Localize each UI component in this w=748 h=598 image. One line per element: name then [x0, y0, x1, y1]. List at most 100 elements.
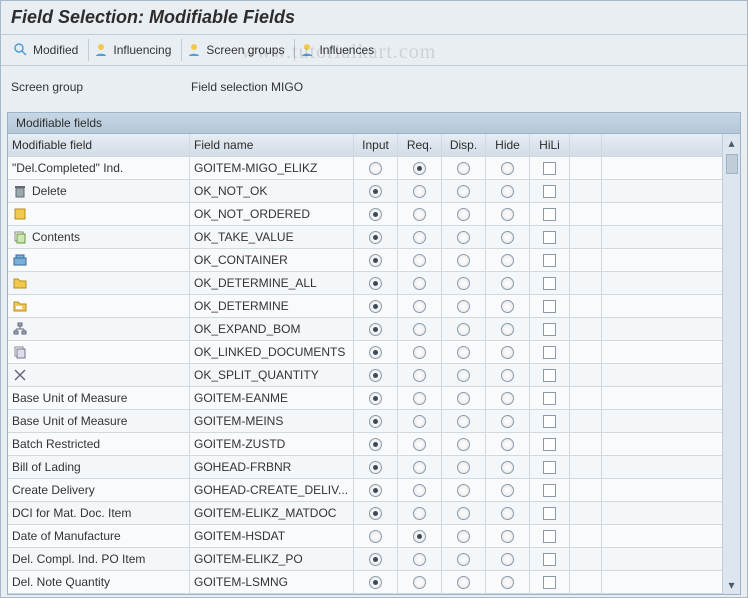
radio-hide[interactable]	[501, 208, 514, 221]
radio-disp[interactable]	[457, 576, 470, 589]
toolbar-influencing-button[interactable]: Influencing	[89, 39, 182, 61]
radio-hide[interactable]	[501, 369, 514, 382]
radio-input[interactable]	[369, 346, 382, 359]
radio-disp[interactable]	[457, 162, 470, 175]
col-req[interactable]: Req.	[398, 134, 442, 156]
radio-req[interactable]	[413, 254, 426, 267]
checkbox-hili[interactable]	[543, 231, 556, 244]
toolbar-influences-button[interactable]: Influences	[295, 39, 384, 61]
radio-hide[interactable]	[501, 507, 514, 520]
radio-input[interactable]	[369, 162, 382, 175]
radio-req[interactable]	[413, 162, 426, 175]
checkbox-hili[interactable]	[543, 369, 556, 382]
radio-req[interactable]	[413, 392, 426, 405]
radio-req[interactable]	[413, 185, 426, 198]
table-row[interactable]: DCI for Mat. Doc. ItemGOITEM-ELIKZ_MATDO…	[8, 502, 722, 525]
radio-input[interactable]	[369, 415, 382, 428]
toolbar-modified-button[interactable]: Modified	[9, 39, 89, 61]
table-row[interactable]: Date of ManufactureGOITEM-HSDAT	[8, 525, 722, 548]
radio-disp[interactable]	[457, 438, 470, 451]
radio-input[interactable]	[369, 231, 382, 244]
table-row[interactable]: Base Unit of MeasureGOITEM-EANME	[8, 387, 722, 410]
radio-hide[interactable]	[501, 323, 514, 336]
checkbox-hili[interactable]	[543, 254, 556, 267]
radio-input[interactable]	[369, 484, 382, 497]
checkbox-hili[interactable]	[543, 438, 556, 451]
radio-hide[interactable]	[501, 484, 514, 497]
col-hide[interactable]: Hide	[486, 134, 530, 156]
checkbox-hili[interactable]	[543, 392, 556, 405]
radio-req[interactable]	[413, 461, 426, 474]
radio-hide[interactable]	[501, 576, 514, 589]
checkbox-hili[interactable]	[543, 415, 556, 428]
radio-req[interactable]	[413, 300, 426, 313]
checkbox-hili[interactable]	[543, 461, 556, 474]
radio-disp[interactable]	[457, 254, 470, 267]
radio-disp[interactable]	[457, 369, 470, 382]
radio-disp[interactable]	[457, 461, 470, 474]
checkbox-hili[interactable]	[543, 507, 556, 520]
table-row[interactable]: Batch RestrictedGOITEM-ZUSTD	[8, 433, 722, 456]
radio-req[interactable]	[413, 208, 426, 221]
table-row[interactable]: Bill of LadingGOHEAD-FRBNR	[8, 456, 722, 479]
table-row[interactable]: Del. Compl. Ind. PO ItemGOITEM-ELIKZ_PO	[8, 548, 722, 571]
checkbox-hili[interactable]	[543, 277, 556, 290]
toolbar-screen-groups-button[interactable]: Screen groups	[182, 39, 295, 61]
radio-input[interactable]	[369, 530, 382, 543]
checkbox-hili[interactable]	[543, 300, 556, 313]
radio-disp[interactable]	[457, 231, 470, 244]
radio-input[interactable]	[369, 300, 382, 313]
radio-disp[interactable]	[457, 392, 470, 405]
scroll-up-arrow[interactable]: ▴	[726, 134, 738, 152]
table-row[interactable]: OK_CONTAINER	[8, 249, 722, 272]
radio-hide[interactable]	[501, 300, 514, 313]
radio-hide[interactable]	[501, 415, 514, 428]
col-hili[interactable]: HiLi	[530, 134, 570, 156]
radio-hide[interactable]	[501, 346, 514, 359]
radio-req[interactable]	[413, 484, 426, 497]
radio-disp[interactable]	[457, 507, 470, 520]
radio-input[interactable]	[369, 507, 382, 520]
radio-hide[interactable]	[501, 185, 514, 198]
radio-hide[interactable]	[501, 530, 514, 543]
radio-req[interactable]	[413, 277, 426, 290]
radio-disp[interactable]	[457, 185, 470, 198]
col-disp[interactable]: Disp.	[442, 134, 486, 156]
table-row[interactable]: OK_EXPAND_BOM	[8, 318, 722, 341]
col-name[interactable]: Field name	[190, 134, 354, 156]
radio-input[interactable]	[369, 208, 382, 221]
radio-req[interactable]	[413, 438, 426, 451]
radio-hide[interactable]	[501, 461, 514, 474]
checkbox-hili[interactable]	[543, 185, 556, 198]
radio-input[interactable]	[369, 392, 382, 405]
checkbox-hili[interactable]	[543, 208, 556, 221]
col-field[interactable]: Modifiable field	[8, 134, 190, 156]
col-input[interactable]: Input	[354, 134, 398, 156]
radio-hide[interactable]	[501, 231, 514, 244]
radio-hide[interactable]	[501, 438, 514, 451]
radio-input[interactable]	[369, 323, 382, 336]
radio-disp[interactable]	[457, 208, 470, 221]
checkbox-hili[interactable]	[543, 162, 556, 175]
checkbox-hili[interactable]	[543, 346, 556, 359]
radio-req[interactable]	[413, 415, 426, 428]
radio-input[interactable]	[369, 277, 382, 290]
table-row[interactable]: ContentsOK_TAKE_VALUE	[8, 226, 722, 249]
scroll-thumb[interactable]	[726, 154, 738, 174]
radio-disp[interactable]	[457, 346, 470, 359]
radio-input[interactable]	[369, 438, 382, 451]
checkbox-hili[interactable]	[543, 484, 556, 497]
table-row[interactable]: OK_DETERMINE_ALL	[8, 272, 722, 295]
radio-req[interactable]	[413, 323, 426, 336]
radio-hide[interactable]	[501, 553, 514, 566]
scroll-down-arrow[interactable]: ▾	[723, 576, 740, 594]
radio-req[interactable]	[413, 507, 426, 520]
table-row[interactable]: OK_DETERMINE	[8, 295, 722, 318]
radio-input[interactable]	[369, 185, 382, 198]
table-row[interactable]: OK_SPLIT_QUANTITY	[8, 364, 722, 387]
radio-disp[interactable]	[457, 484, 470, 497]
radio-disp[interactable]	[457, 530, 470, 543]
table-row[interactable]: Base Unit of MeasureGOITEM-MEINS	[8, 410, 722, 433]
table-row[interactable]: OK_NOT_ORDERED	[8, 203, 722, 226]
checkbox-hili[interactable]	[543, 553, 556, 566]
